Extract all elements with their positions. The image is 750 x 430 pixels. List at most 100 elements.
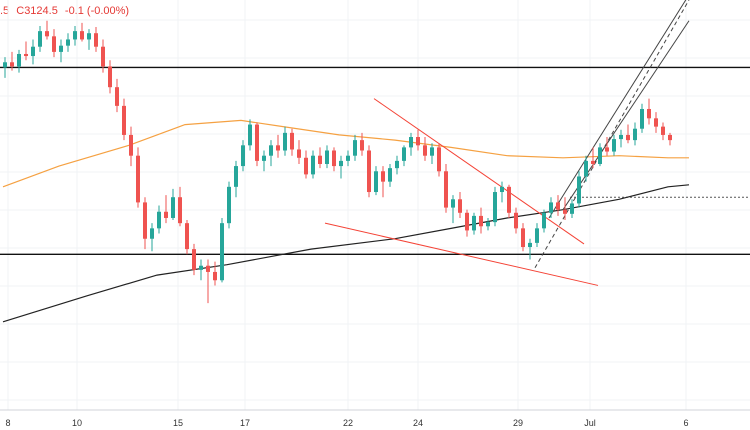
candle (647, 98, 651, 125)
candle (640, 103, 644, 133)
candle (318, 147, 322, 169)
candle-body (45, 31, 49, 37)
candle (381, 166, 385, 198)
candle (325, 145, 329, 169)
candle-body (367, 150, 371, 193)
wedge-trendline-0 (373, 98, 585, 245)
candle (304, 150, 308, 179)
x-tick-label: 17 (240, 418, 250, 428)
candle (570, 199, 574, 218)
candle-body (360, 140, 364, 151)
candle-body (129, 134, 133, 156)
candle (409, 132, 413, 156)
x-tick-label: 24 (413, 418, 423, 428)
candle-body (661, 126, 665, 135)
candle-body (136, 155, 140, 203)
candle (80, 22, 84, 42)
candle-body (507, 186, 511, 213)
candle-body (199, 265, 203, 270)
candle-body (591, 160, 595, 164)
candle (451, 195, 455, 224)
candle-body (59, 45, 63, 52)
candle-body (66, 39, 70, 46)
channel-upper-line (548, 0, 687, 219)
candle-body (451, 199, 455, 208)
candle-body (395, 160, 399, 169)
candle-body (94, 33, 98, 47)
candle-body (178, 197, 182, 224)
candle-body (472, 215, 476, 231)
x-tick-label: 6 (683, 418, 688, 428)
candle-body (353, 140, 357, 156)
candle-body (283, 132, 287, 151)
candle (143, 197, 147, 250)
candle-body (584, 160, 588, 177)
candle-body (542, 212, 546, 229)
candle (598, 143, 602, 167)
candle-body (185, 223, 189, 250)
candle (430, 143, 434, 164)
channel-lower-line (562, 20, 690, 210)
candle (87, 29, 91, 50)
candle-body (115, 87, 119, 106)
candle-body (318, 155, 322, 164)
candle (269, 140, 273, 167)
candle (248, 119, 252, 151)
candle (444, 164, 448, 213)
candle-body (493, 192, 497, 223)
candle-body (150, 228, 154, 239)
candle-body (213, 271, 217, 281)
candle (199, 259, 203, 281)
candle-body (577, 176, 581, 204)
candle (241, 140, 245, 172)
candle (591, 147, 595, 169)
candle (612, 134, 616, 156)
candle (528, 238, 532, 260)
moving-averages (2, 119, 690, 323)
candle-body (192, 249, 196, 270)
candle (577, 171, 581, 208)
candle-body (381, 171, 385, 182)
x-tick-label: 15 (173, 418, 183, 428)
candle (507, 184, 511, 218)
candle (486, 217, 490, 231)
candle (157, 205, 161, 234)
change-value: -0.1 (-0.00%) (64, 5, 130, 17)
candle-body (535, 228, 539, 243)
candle-body (479, 215, 483, 227)
candle-body (276, 145, 280, 151)
candle (220, 217, 224, 283)
candle-body (234, 166, 238, 187)
candle-body (10, 62, 14, 67)
candle-body (304, 157, 308, 175)
x-axis: 8 10 15 17 22 24 29 Jul 6 (0, 409, 750, 428)
candle (332, 147, 336, 172)
fast-moving-average (2, 119, 689, 188)
candle (297, 140, 301, 164)
candle (59, 39, 63, 63)
candle-body (514, 212, 518, 229)
candle (353, 134, 357, 161)
candle (339, 155, 343, 179)
candle-body (38, 31, 42, 47)
candle-body (101, 46, 105, 67)
x-tick-label: 8 (5, 418, 10, 428)
candle (514, 207, 518, 234)
candle-body (570, 203, 574, 214)
candle (17, 49, 21, 73)
candle-body (556, 202, 560, 210)
candle (493, 186, 497, 227)
candle-body (157, 211, 161, 229)
grid (0, 0, 750, 410)
candle (416, 129, 420, 151)
candle (605, 137, 609, 156)
candle (129, 126, 133, 167)
candle (206, 259, 210, 304)
candle-body (563, 209, 567, 214)
candle-body (416, 137, 420, 146)
candle-body (87, 33, 91, 40)
candle-body (269, 145, 273, 156)
candle-body (220, 223, 224, 281)
candle (108, 60, 112, 94)
